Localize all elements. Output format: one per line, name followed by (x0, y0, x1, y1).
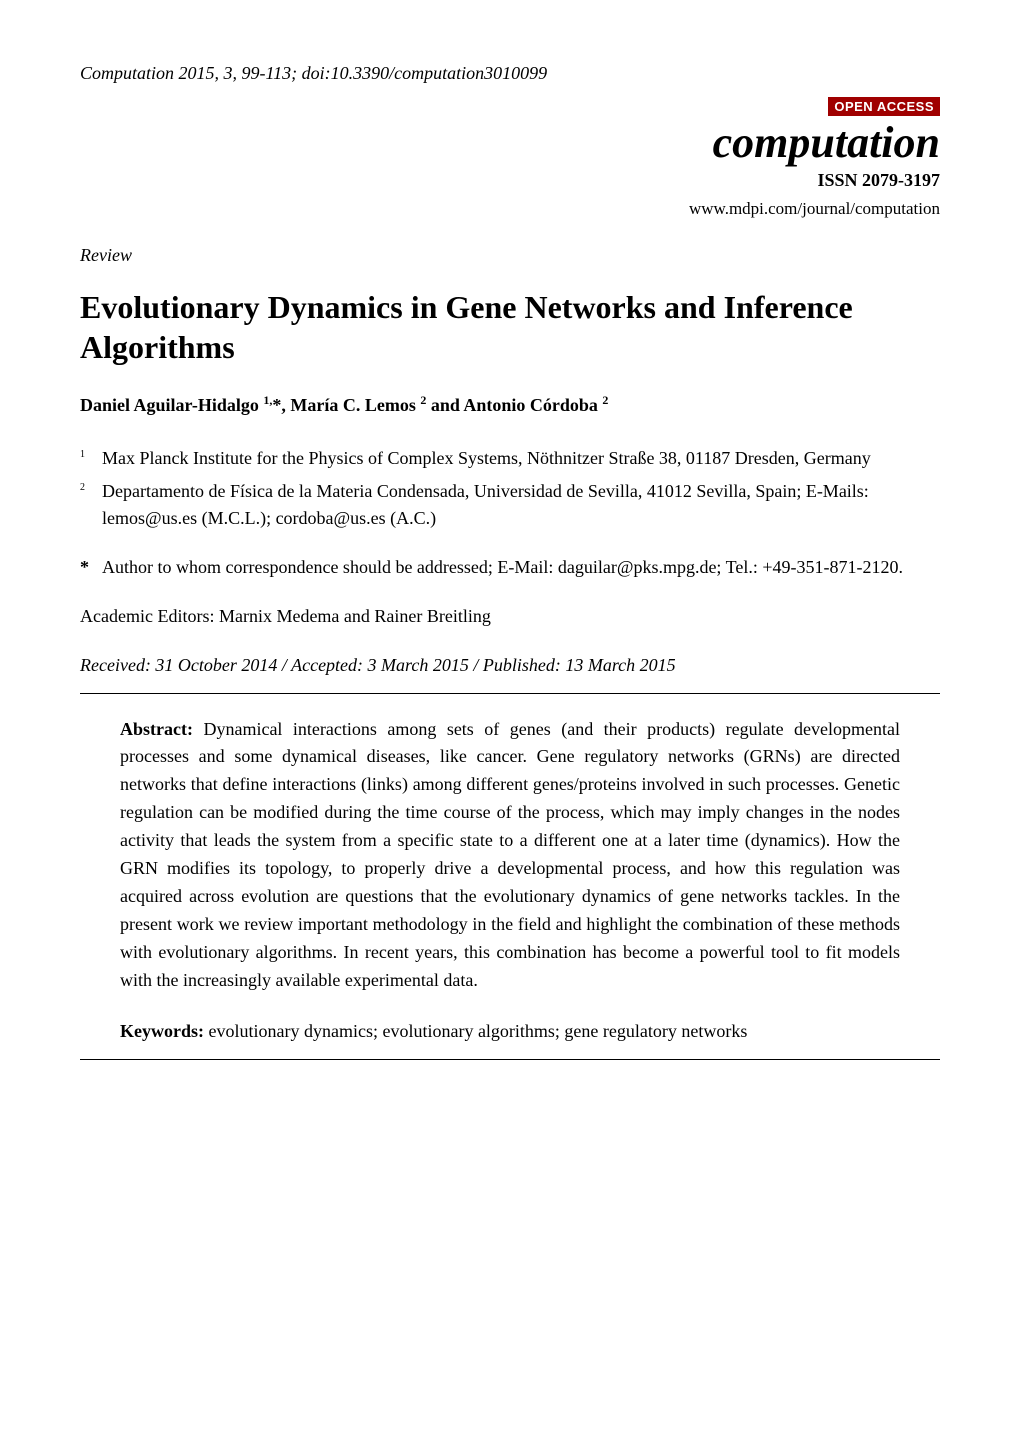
journal-title: computation (80, 121, 940, 165)
affiliation-marker: 2 (80, 478, 102, 532)
affiliation-item: 1 Max Planck Institute for the Physics o… (80, 445, 940, 472)
corresponding-author-block: * Author to whom correspondence should b… (80, 554, 940, 581)
author-3-affil-sup: 2 (602, 393, 608, 407)
affiliation-marker-sup: 1 (80, 449, 85, 460)
academic-editors: Academic Editors: Marnix Medema and Rain… (80, 603, 940, 630)
keywords-text: evolutionary dynamics; evolutionary algo… (204, 1021, 747, 1041)
horizontal-rule-bottom (80, 1059, 940, 1060)
open-access-badge: OPEN ACCESS (828, 97, 940, 116)
article-dates: Received: 31 October 2014 / Accepted: 3 … (80, 652, 940, 679)
abstract-text: Dynamical interactions among sets of gen… (120, 719, 900, 990)
abstract-block: Abstract: Dynamical interactions among s… (80, 716, 940, 995)
author-sep-1: , (281, 395, 290, 415)
citation-line: Computation 2015, 3, 99-113; doi:10.3390… (80, 60, 940, 87)
abstract-label: Abstract: (120, 719, 193, 739)
author-1-corresponding-star: * (272, 395, 281, 415)
author-1-affil-sup: 1, (263, 393, 272, 407)
article-type: Review (80, 242, 940, 269)
author-2-name: María C. Lemos (290, 395, 420, 415)
affiliation-text: Max Planck Institute for the Physics of … (102, 445, 940, 472)
paper-title: Evolutionary Dynamics in Gene Networks a… (80, 287, 940, 367)
author-1-name: Daniel Aguilar-Hidalgo (80, 395, 263, 415)
author-sep-2: and (426, 395, 463, 415)
issn-line: ISSN 2079-3197 (80, 167, 940, 194)
affiliation-marker: 1 (80, 445, 102, 472)
author-3-name: Antonio Córdoba (463, 395, 602, 415)
authors-line: Daniel Aguilar-Hidalgo 1,*, María C. Lem… (80, 391, 940, 419)
corresponding-marker: * (80, 554, 102, 581)
affiliation-item: 2 Departamento de Física de la Materia C… (80, 478, 940, 532)
journal-url: www.mdpi.com/journal/computation (80, 196, 940, 222)
horizontal-rule-top (80, 693, 940, 694)
affiliations-block: 1 Max Planck Institute for the Physics o… (80, 445, 940, 532)
keywords-block: Keywords: evolutionary dynamics; evoluti… (80, 1018, 940, 1045)
open-access-row: OPEN ACCESS (80, 95, 940, 119)
affiliation-text: Departamento de Física de la Materia Con… (102, 478, 940, 532)
keywords-label: Keywords: (120, 1021, 204, 1041)
affiliation-marker-sup: 2 (80, 482, 85, 493)
corresponding-text: Author to whom correspondence should be … (102, 554, 940, 581)
